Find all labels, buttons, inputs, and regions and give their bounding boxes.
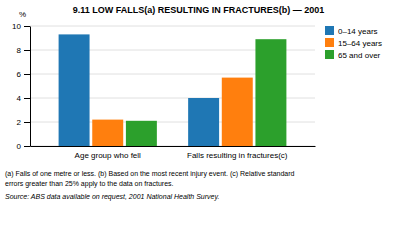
- y-tick-label: 10: [12, 22, 21, 31]
- x-tick: Age group who fell: [75, 151, 141, 160]
- bar: [59, 34, 90, 146]
- grid-line: [30, 26, 315, 27]
- y-tick-mark: [24, 26, 30, 27]
- y-tick-label: 2: [17, 118, 22, 127]
- legend-swatch: [325, 26, 334, 35]
- legend-item: 15–64 years: [325, 38, 382, 48]
- footnotes: (a) Falls of one metre or less. (b) Base…: [5, 170, 295, 201]
- y-tick-mark: [24, 98, 30, 99]
- y-tick-label: 0: [17, 142, 22, 151]
- bars: [59, 34, 287, 146]
- y-tick: 10: [12, 22, 30, 31]
- y-tick-label: 4: [17, 94, 22, 103]
- grid: [30, 26, 315, 146]
- y-tick-label: 6: [17, 70, 22, 79]
- legend-item: 0–14 years: [325, 26, 378, 36]
- y-tick-label: 8: [17, 46, 22, 55]
- y-axis: 0 2 4 6 8 10: [12, 22, 30, 151]
- legend-label: 0–14 years: [338, 27, 378, 36]
- y-tick-mark: [24, 74, 30, 75]
- y-tick-mark: [24, 146, 30, 147]
- x-axis-line: [31, 146, 316, 147]
- footnote: Source: ABS data available on request, 2…: [5, 193, 219, 201]
- bar: [92, 120, 123, 146]
- y-tick-mark: [24, 50, 30, 51]
- legend-label: 65 and over: [338, 51, 381, 60]
- y-axis-title: %: [19, 10, 26, 19]
- y-tick: 8: [17, 46, 30, 55]
- bar: [126, 121, 157, 146]
- legend-label: 15–64 years: [338, 39, 382, 48]
- footnote: errors greater than 25% apply to the dat…: [5, 180, 174, 188]
- y-tick: 4: [17, 94, 30, 103]
- x-tick-label: Age group who fell: [75, 151, 141, 160]
- chart: 0 2 4 6 8 10 Age group who fell Falls resulting…: [0, 0, 397, 227]
- legend-swatch: [325, 50, 334, 59]
- y-tick: 2: [17, 118, 30, 127]
- bar: [222, 78, 253, 146]
- bar: [255, 39, 286, 146]
- y-tick: 0: [17, 142, 30, 151]
- y-axis-line: [30, 27, 31, 147]
- y-tick: 6: [17, 70, 30, 79]
- bar: [188, 98, 219, 146]
- legend-item: 65 and over: [325, 50, 381, 60]
- x-tick: Falls resulting in fractures(c): [187, 151, 288, 160]
- title: 9.11 LOW FALLS(a) RESULTING IN FRACTURES…: [73, 5, 324, 15]
- x-axis: Age group who fell Falls resulting in fra…: [31, 147, 316, 160]
- plot: 0 2 4 6 8 10 Age group who fell Falls resulting…: [12, 22, 315, 160]
- legend-swatch: [325, 38, 334, 47]
- footnote: (a) Falls of one metre or less. (b) Base…: [5, 170, 295, 178]
- y-tick-mark: [24, 122, 30, 123]
- legend: 0–14 years 15–64 years 65 and over: [325, 26, 382, 60]
- x-tick-label: Falls resulting in fractures(c): [187, 151, 288, 160]
